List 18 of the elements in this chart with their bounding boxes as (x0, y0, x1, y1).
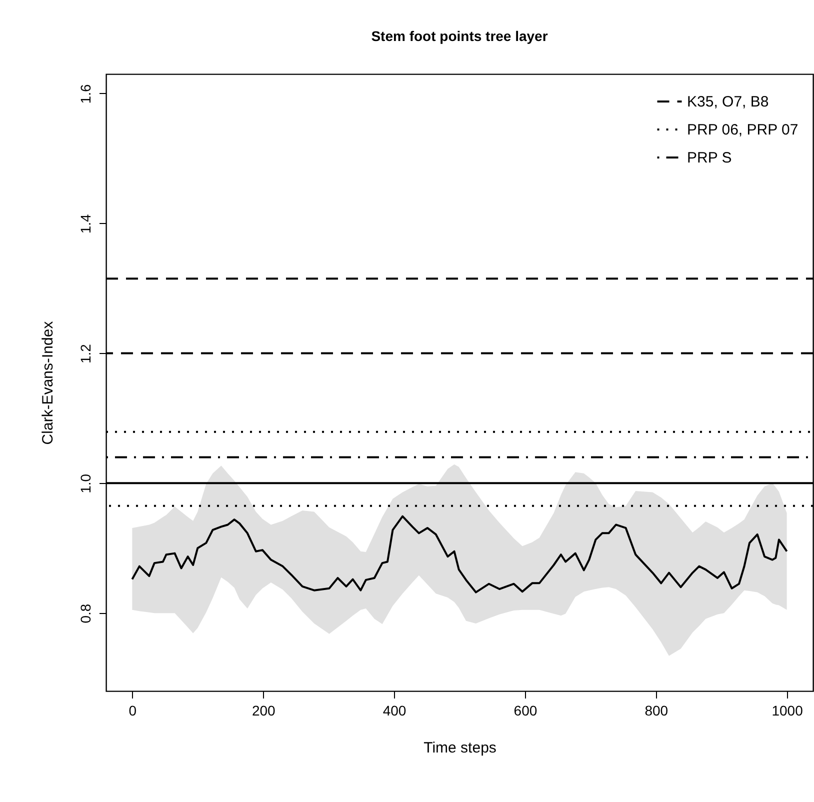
line-series (131, 515, 788, 594)
legend-label: K35, O7, B8 (687, 94, 769, 110)
legend-label: PRP 06, PRP 07 (687, 122, 798, 138)
x-tick-label: 400 (382, 702, 406, 718)
y-tick-label: 1.0 (78, 474, 94, 494)
x-tick-label: 200 (252, 702, 276, 718)
y-axis-title: Clark-Evans-Index (40, 320, 56, 445)
x-tick-label: 0 (128, 702, 137, 718)
legend-label: PRP S (687, 150, 732, 166)
x-tick-label: 800 (644, 702, 668, 718)
chart-title: Stem foot points tree layer (371, 28, 548, 44)
x-tick-label: 600 (514, 702, 538, 718)
x-tick-label: 1000 (772, 702, 804, 718)
y-tick-label: 1.6 (78, 84, 94, 104)
y-tick-label: 0.8 (78, 604, 94, 624)
y-tick-label: 1.2 (78, 344, 94, 364)
x-axis-title: Time steps (424, 740, 496, 756)
y-tick-label: 1.4 (78, 214, 94, 234)
